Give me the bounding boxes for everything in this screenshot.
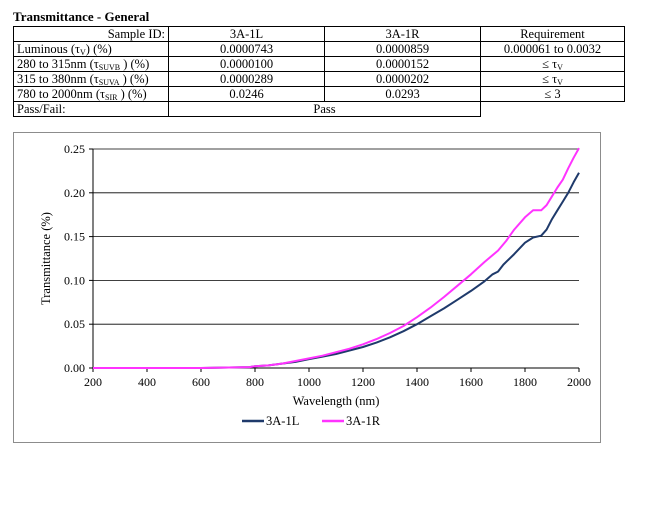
table-row: 315 to 380nm (τSUVA ) (%) 0.0000289 0.00…: [13, 71, 625, 87]
value-b: 0.0293: [324, 86, 481, 102]
legend-label-3A-1L: 3A-1L: [266, 414, 299, 428]
value-b: 0.0000859: [324, 41, 481, 57]
header-sample-a: 3A-1L: [168, 26, 325, 42]
y-tick-label: 0.15: [64, 230, 85, 244]
x-tick-label: 600: [192, 375, 210, 389]
header-sample-b: 3A-1R: [324, 26, 481, 42]
x-tick-label: 1400: [405, 375, 429, 389]
value-a: 0.0246: [168, 86, 325, 102]
row-label: 280 to 315nm (τSUVB ) (%): [13, 56, 169, 72]
requirement-value: ≤ τV: [480, 56, 625, 72]
x-tick-label: 1600: [459, 375, 483, 389]
header-requirement: Requirement: [480, 26, 625, 42]
value-a: 0.0000100: [168, 56, 325, 72]
row-label: 780 to 2000nm (τSIR ) (%): [13, 86, 169, 102]
requirement-value: ≤ τV: [480, 71, 625, 87]
x-axis-label: Wavelength (nm): [293, 394, 380, 408]
x-tick-label: 800: [246, 375, 264, 389]
row-label: Luminous (τV) (%): [13, 41, 169, 57]
x-tick-label: 200: [84, 375, 102, 389]
table-row: Luminous (τV) (%) 0.0000743 0.0000859 0.…: [13, 41, 625, 57]
series-line-3A-1R: [93, 147, 580, 369]
value-b: 0.0000152: [324, 56, 481, 72]
series-line-3A-1L: [93, 172, 580, 369]
value-b: 0.0000202: [324, 71, 481, 87]
transmittance-chart: 0.00 0.05 0.10 0.15 0.20 0.25 200 400 600 800 1000…: [39, 142, 591, 428]
y-tick-label: 0.00: [64, 361, 85, 375]
y-tick-label: 0.20: [64, 186, 85, 200]
spec-table: Sample ID: 3A-1L 3A-1R Requirement Lumin…: [13, 26, 625, 117]
x-tick-label: 2000: [567, 375, 591, 389]
table-row: 280 to 315nm (τSUVB ) (%) 0.0000100 0.00…: [13, 56, 625, 72]
row-label: 315 to 380nm (τSUVA ) (%): [13, 71, 169, 87]
pass-fail-value: Pass: [168, 101, 481, 117]
pass-fail-row: Pass/Fail: Pass: [13, 101, 625, 117]
y-axis-label: Transmittance (%): [39, 212, 53, 305]
y-tick-label: 0.10: [64, 273, 85, 287]
value-a: 0.0000289: [168, 71, 325, 87]
x-tick-label: 1200: [351, 375, 375, 389]
x-tick-label: 1000: [297, 375, 321, 389]
requirement-value: 0.000061 to 0.0032: [480, 41, 625, 57]
section-title: Transmittance - General: [13, 9, 150, 24]
chart-frame: 0.00 0.05 0.10 0.15 0.20 0.25 200 400 600 800 1000…: [13, 132, 601, 443]
table-row: 780 to 2000nm (τSIR ) (%) 0.0246 0.0293 …: [13, 86, 625, 102]
x-tick-label: 1800: [513, 375, 537, 389]
pass-fail-label: Pass/Fail:: [13, 101, 169, 117]
table-header-row: Sample ID: 3A-1L 3A-1R Requirement: [13, 26, 625, 42]
value-a: 0.0000743: [168, 41, 325, 57]
legend-label-3A-1R: 3A-1R: [346, 414, 381, 428]
header-sample-id: Sample ID:: [13, 26, 169, 42]
y-tick-label: 0.25: [64, 142, 85, 156]
requirement-value: ≤ 3: [480, 86, 625, 102]
y-tick-label: 0.05: [64, 317, 85, 331]
x-tick-label: 400: [138, 375, 156, 389]
